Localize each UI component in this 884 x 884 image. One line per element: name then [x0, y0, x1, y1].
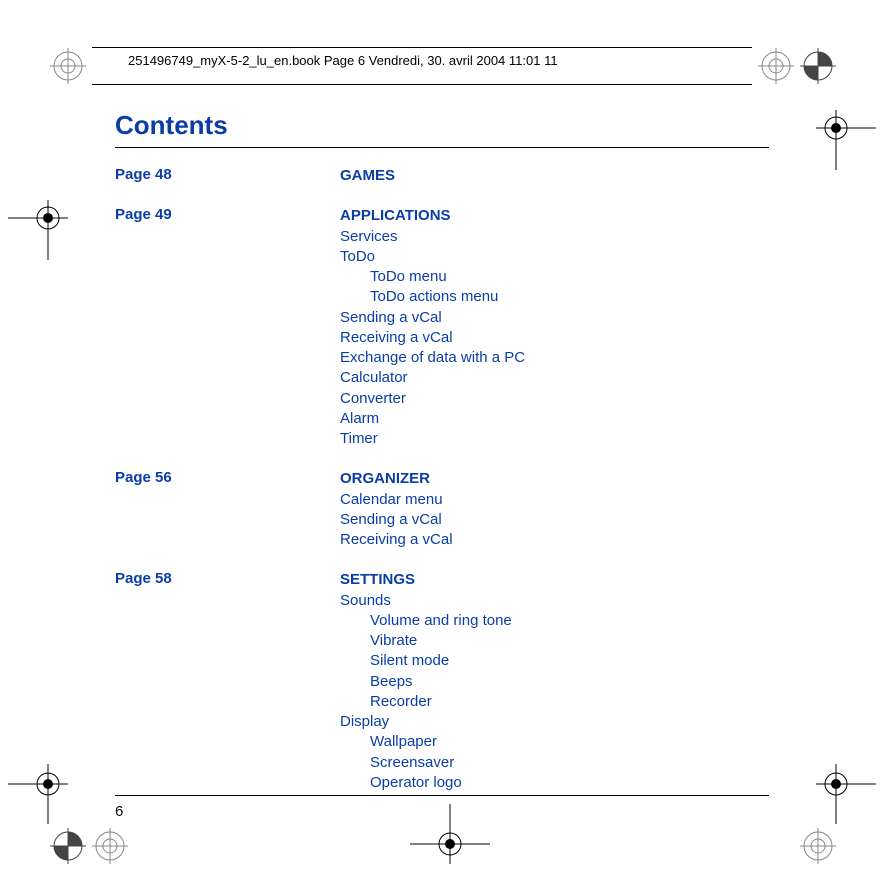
- toc-subitem: Recorder: [340, 692, 512, 712]
- reg-mark-top-right-1: [758, 48, 794, 84]
- header-rule-bottom: [92, 84, 752, 85]
- header-filename: 251496749_myX-5-2_lu_en.book Page 6 Vend…: [128, 53, 558, 68]
- toc-section: Page 58SETTINGSSoundsVolume and ring ton…: [115, 570, 769, 793]
- toc-body: ORGANIZERCalendar menuSending a vCalRece…: [340, 469, 453, 550]
- page-title: Contents: [115, 110, 769, 141]
- toc-item: Services: [340, 227, 525, 247]
- toc-section: Page 48GAMES: [115, 166, 769, 186]
- toc-subitem: ToDo actions menu: [340, 287, 525, 307]
- toc-item: Calendar menu: [340, 490, 453, 510]
- toc-subitem: Volume and ring tone: [340, 611, 512, 631]
- toc-item: ToDo: [340, 247, 525, 267]
- toc-page-ref: Page 49: [115, 206, 340, 449]
- toc-heading: GAMES: [340, 166, 395, 186]
- toc-item: Sending a vCal: [340, 308, 525, 328]
- toc-page-ref: Page 56: [115, 469, 340, 550]
- toc-item: Display: [340, 712, 512, 732]
- toc-subitem: ToDo menu: [340, 267, 525, 287]
- toc-heading: ORGANIZER: [340, 469, 453, 489]
- toc-item: Alarm: [340, 409, 525, 429]
- toc-subitem: Wallpaper: [340, 732, 512, 752]
- toc-heading: APPLICATIONS: [340, 206, 525, 226]
- toc-heading: SETTINGS: [340, 570, 512, 590]
- toc-subitem: Vibrate: [340, 631, 512, 651]
- crosshair-left: [8, 200, 88, 280]
- reg-mark-bottom-left-1: [50, 828, 86, 864]
- toc-page-ref: Page 58: [115, 570, 340, 793]
- footer-rule: [115, 795, 769, 796]
- toc-subitem: Screensaver: [340, 753, 512, 773]
- reg-mark-top-right-2: [800, 48, 836, 84]
- toc-item: Exchange of data with a PC: [340, 348, 525, 368]
- toc-body: APPLICATIONSServicesToDoToDo menuToDo ac…: [340, 206, 525, 449]
- toc-subitem: Silent mode: [340, 651, 512, 671]
- reg-mark-bottom-right: [800, 828, 836, 864]
- reg-mark-top-left: [50, 48, 86, 84]
- toc-item: Calculator: [340, 368, 525, 388]
- toc-body: SETTINGSSoundsVolume and ring toneVibrat…: [340, 570, 512, 793]
- crosshair-bottom-center: [410, 804, 490, 884]
- crosshair-bottom-left: [8, 744, 88, 824]
- toc-item: Receiving a vCal: [340, 328, 525, 348]
- content-area: Contents Page 48GAMESPage 49APPLICATIONS…: [115, 110, 769, 813]
- header-rule-top: [92, 47, 752, 48]
- toc-item: Receiving a vCal: [340, 530, 453, 550]
- toc-subitem: Beeps: [340, 672, 512, 692]
- reg-mark-bottom-left-2: [92, 828, 128, 864]
- toc-section: Page 49APPLICATIONSServicesToDoToDo menu…: [115, 206, 769, 449]
- toc-item: Timer: [340, 429, 525, 449]
- toc-body: GAMES: [340, 166, 395, 186]
- toc-item: Sending a vCal: [340, 510, 453, 530]
- toc-page-ref: Page 48: [115, 166, 340, 186]
- toc-item: Converter: [340, 389, 525, 409]
- toc-subitem: Operator logo: [340, 773, 512, 793]
- crosshair-bottom-right: [796, 744, 876, 824]
- crosshair-right: [796, 110, 876, 190]
- toc: Page 48GAMESPage 49APPLICATIONSServicesT…: [115, 166, 769, 793]
- title-rule: [115, 147, 769, 148]
- page-number: 6: [115, 803, 123, 820]
- toc-item: Sounds: [340, 591, 512, 611]
- toc-section: Page 56ORGANIZERCalendar menuSending a v…: [115, 469, 769, 550]
